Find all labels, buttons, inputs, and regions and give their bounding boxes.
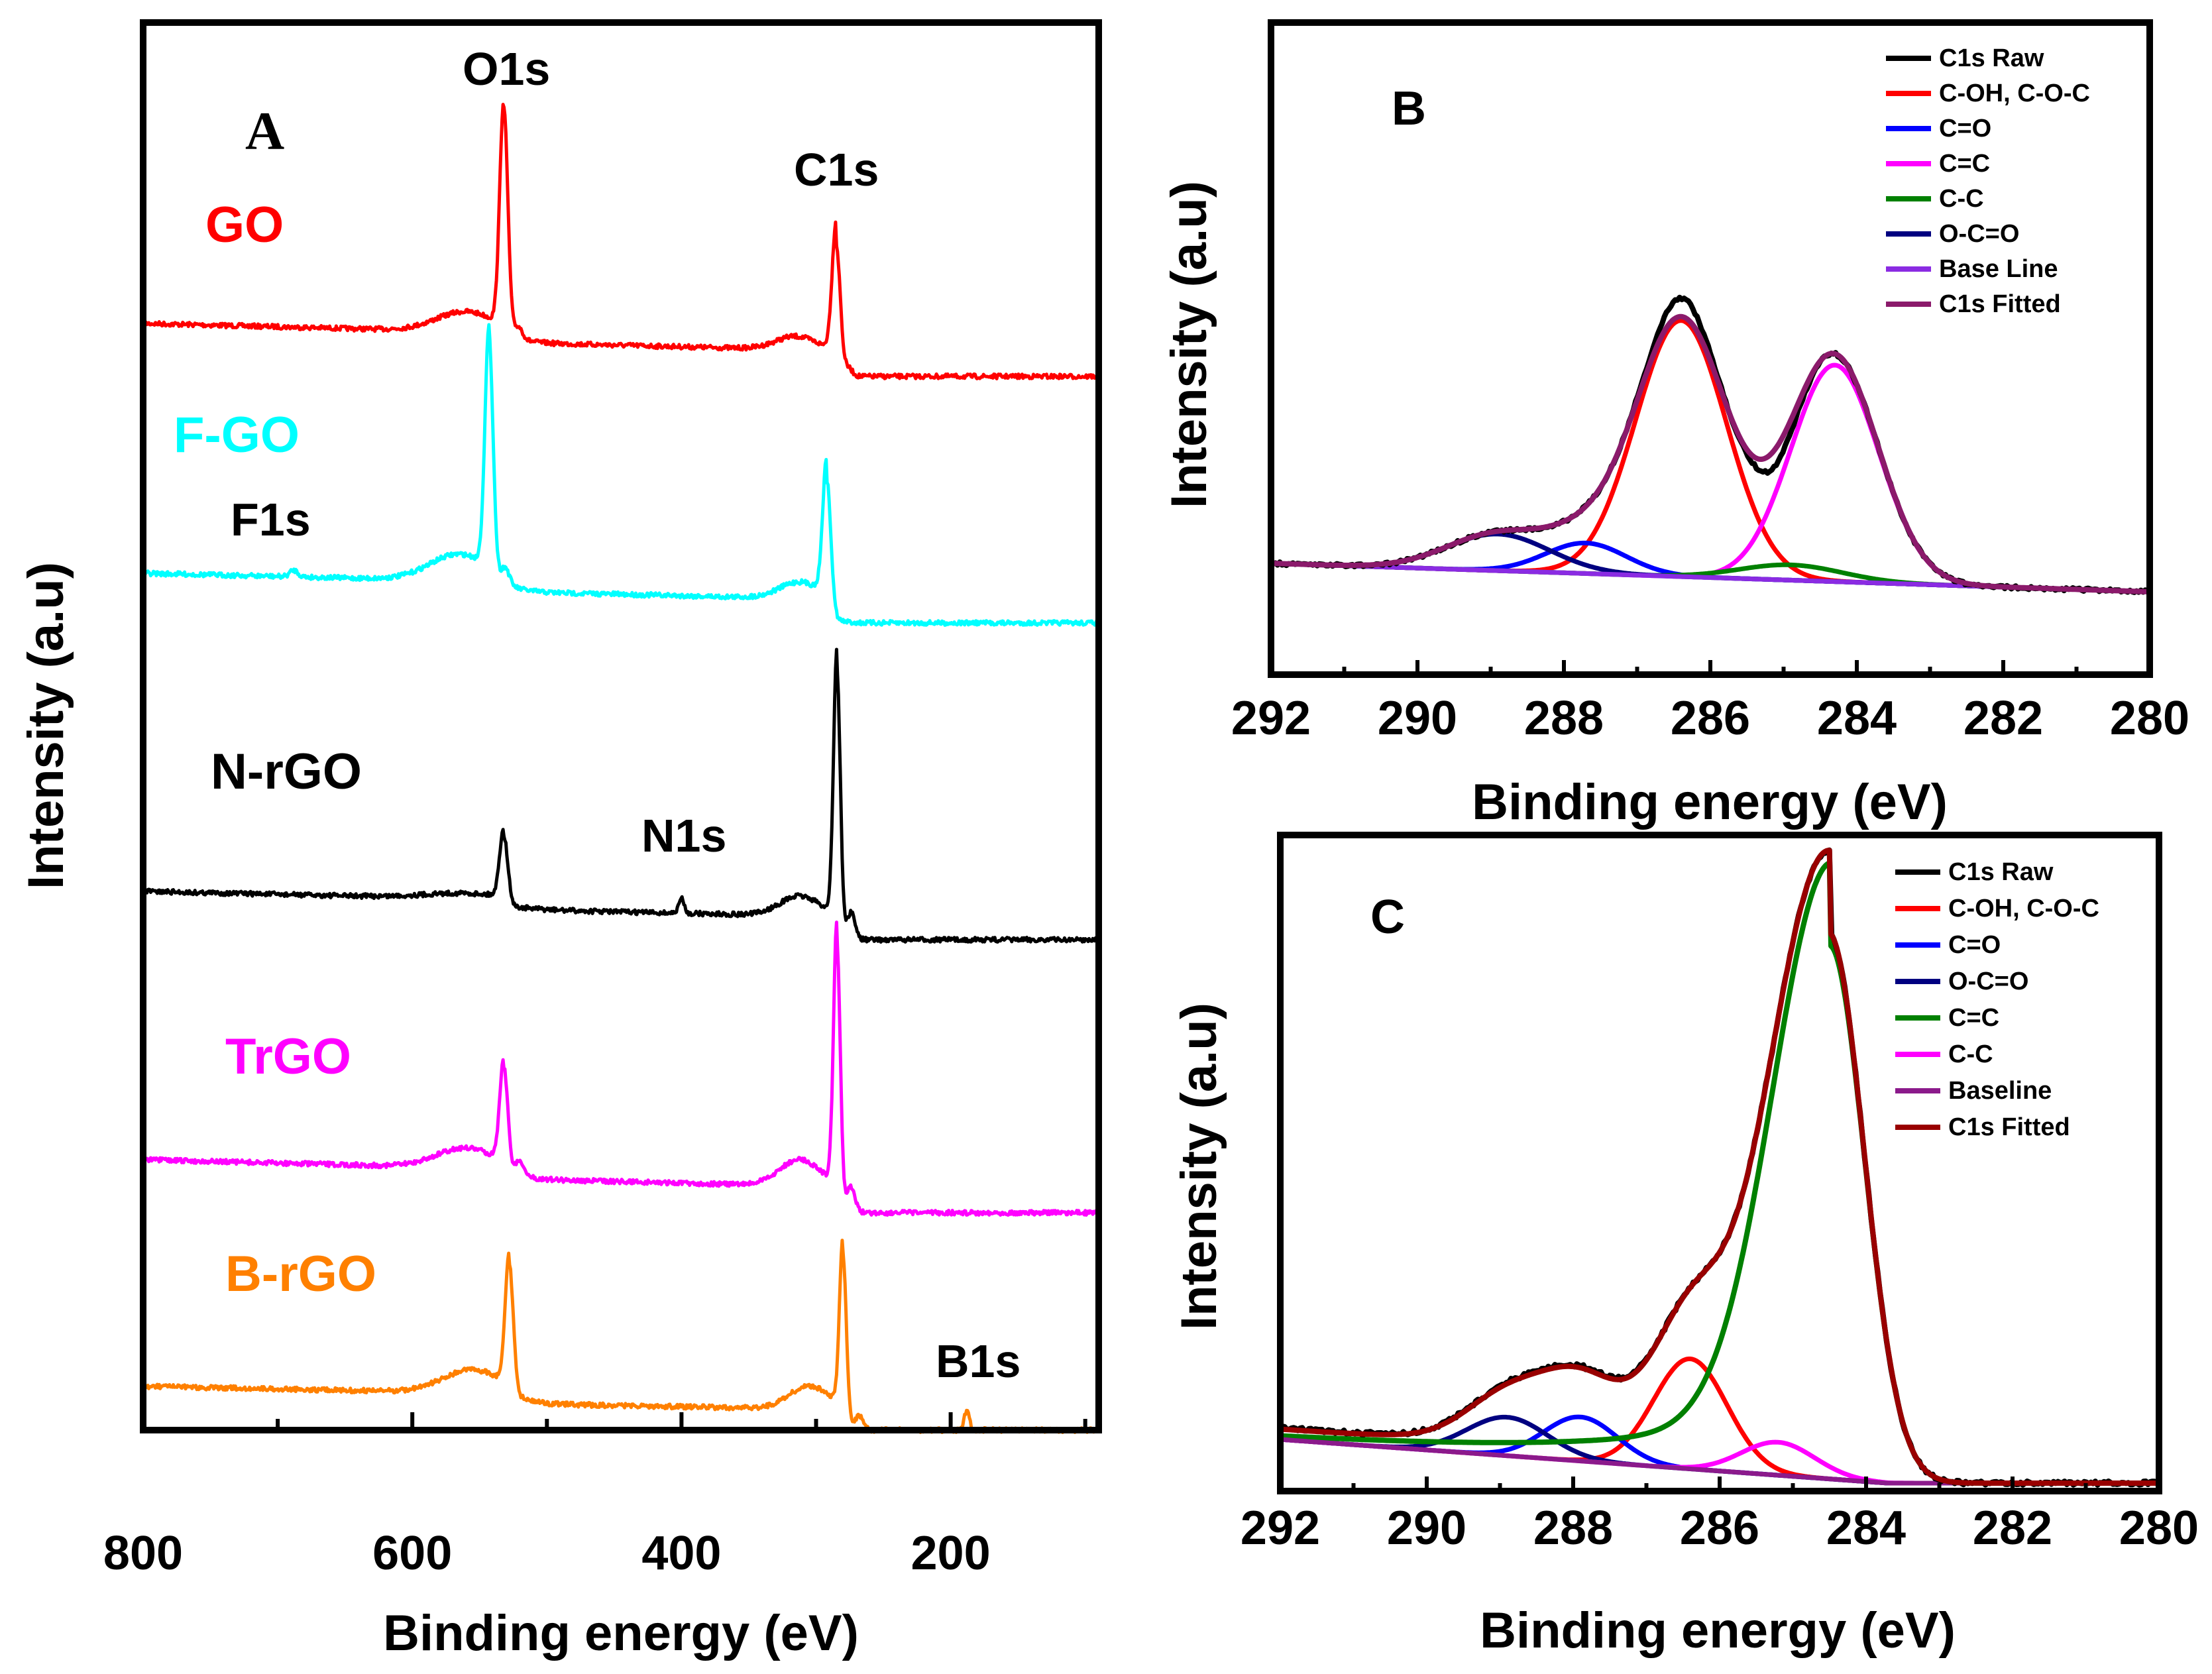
- spectrum-f-go: [141, 323, 1101, 627]
- sample-label-b-rgo: B-rGO: [225, 1246, 376, 1302]
- panel-c-ticks: [1278, 1477, 2161, 1491]
- panel-b-legend: C1s Raw C-OH, C-O-C C=O C=C C-C O-C=O Base Lin…: [1886, 44, 2090, 318]
- panel-b-label: B: [1392, 82, 1426, 135]
- panel-b: 292 290 288 286 284 282 280 B C1s Raw C-OH, C-O…: [1161, 19, 2189, 830]
- peak-label-n1s: N1s: [641, 810, 726, 862]
- sample-label-trgo: TrGO: [225, 1029, 351, 1085]
- panel-c: 292 290 288 286 284 282 280 C C1s Raw C-OH, C-O…: [1171, 832, 2199, 1659]
- panel-c-label: C: [1370, 891, 1405, 944]
- component-c-oh-c-o-c: [1279, 1357, 2160, 1486]
- legend-entry-c-oh-c-o-c: C-OH, C-O-C: [1948, 895, 2099, 922]
- panel-b-x-tick-label: 282: [1963, 692, 2043, 745]
- panel-b-x-tick-label: 286: [1671, 692, 1750, 745]
- legend-entry-c-oh-c-o-c: C-OH, C-O-C: [1939, 80, 2090, 107]
- panel-c-y-axis-label: Intensity (a.u): [1171, 1003, 1227, 1330]
- panel-a-x-axis-label: Binding energy (eV): [383, 1605, 859, 1661]
- legend-entry-c-o: C=O: [1939, 115, 1991, 142]
- legend-entry-c1s-raw: C1s Raw: [1948, 858, 2054, 886]
- legend-entry-c-c: C-C: [1939, 185, 1984, 213]
- panel-a-ticks: [141, 1412, 1087, 1427]
- spectrum-go: [141, 103, 1100, 380]
- sample-label-go: GO: [205, 197, 284, 253]
- peak-label-c1s: C1s: [794, 144, 879, 195]
- panel-c-legend: C1s Raw C-OH, C-O-C C=O O-C=O C=C C-C Baseline…: [1895, 858, 2099, 1141]
- legend-entry-c-c: C=C: [1939, 150, 1990, 178]
- panel-b-x-tick-label: 280: [2110, 692, 2189, 745]
- panel-a: 800 600 400 200 A GO F-GO N-rGO TrGO B-rGO …: [18, 19, 1102, 1661]
- panel-a-label: A: [245, 101, 284, 161]
- panel-a-x-tick-label: 800: [103, 1527, 183, 1580]
- panel-b-x-tick-label: 284: [1817, 692, 1897, 745]
- panel-a-x-tick-label: 600: [372, 1527, 452, 1580]
- panel-b-x-tick-label: 292: [1231, 692, 1311, 745]
- panel-b-spectra: [1270, 294, 2152, 595]
- legend-entry-c-c: C=C: [1948, 1004, 1999, 1032]
- panel-b-x-axis-label: Binding energy (eV): [1472, 774, 1948, 830]
- panel-a-tick-labels: 800 600 400 200: [103, 1527, 991, 1580]
- panel-a-frame: [140, 19, 1102, 1433]
- panel-b-y-axis-label: Intensity (a.u): [1161, 181, 1217, 508]
- panel-c-x-tick-label: 292: [1241, 1502, 1320, 1555]
- panel-c-x-tick-label: 284: [1826, 1502, 1906, 1555]
- panel-c-spectra: [1279, 847, 2160, 1488]
- legend-entry-c1s-raw: C1s Raw: [1939, 44, 2044, 72]
- legend-entry-o-c-o: O-C=O: [1939, 220, 2019, 248]
- panel-b-tick-labels: 292 290 288 286 284 282 280: [1231, 692, 2189, 745]
- panel-c-x-tick-label: 280: [2119, 1502, 2199, 1555]
- panel-c-x-tick-label: 286: [1680, 1502, 1759, 1555]
- legend-entry-base-line: Base Line: [1939, 255, 2058, 283]
- peak-label-b1s: B1s: [936, 1335, 1021, 1387]
- panel-c-x-tick-label: 282: [1973, 1502, 2052, 1555]
- legend-entry-c-c: C-C: [1948, 1040, 1993, 1068]
- spectrum-n-rgo: [142, 647, 1100, 944]
- legend-entry-baseline: Baseline: [1948, 1077, 2052, 1105]
- panel-a-spectra: [141, 103, 1101, 1434]
- panel-a-x-tick-label: 400: [641, 1527, 721, 1580]
- panel-b-x-tick-label: 290: [1378, 692, 1457, 745]
- peak-label-o1s: O1s: [463, 43, 550, 95]
- panel-c-tick-labels: 292 290 288 286 284 282 280: [1241, 1502, 2199, 1555]
- panel-c-x-tick-label: 288: [1533, 1502, 1613, 1555]
- legend-entry-c1s-fitted: C1s Fitted: [1939, 290, 2061, 318]
- sample-label-f-go: F-GO: [174, 407, 300, 463]
- component-c1s-fitted: [1270, 313, 2151, 594]
- panel-a-x-tick-label: 200: [911, 1527, 991, 1580]
- panel-a-y-axis-label: Intensity (a.u): [18, 562, 74, 889]
- legend-entry-c1s-fitted: C1s Fitted: [1948, 1113, 2070, 1141]
- sample-label-n-rgo: N-rGO: [211, 744, 362, 800]
- spectrum-trgo: [142, 921, 1101, 1217]
- component-c-c: [1270, 363, 2151, 594]
- legend-entry-o-c-o: O-C=O: [1948, 968, 2028, 995]
- panel-c-x-tick-label: 290: [1387, 1502, 1466, 1555]
- panel-c-x-axis-label: Binding energy (eV): [1480, 1602, 1956, 1659]
- peak-label-f1s: F1s: [231, 494, 311, 545]
- legend-entry-c-o: C=O: [1948, 931, 2001, 959]
- panel-b-ticks: [1269, 660, 2152, 675]
- panel-b-x-tick-label: 288: [1524, 692, 1604, 745]
- component-c1s-raw: [1270, 294, 2152, 595]
